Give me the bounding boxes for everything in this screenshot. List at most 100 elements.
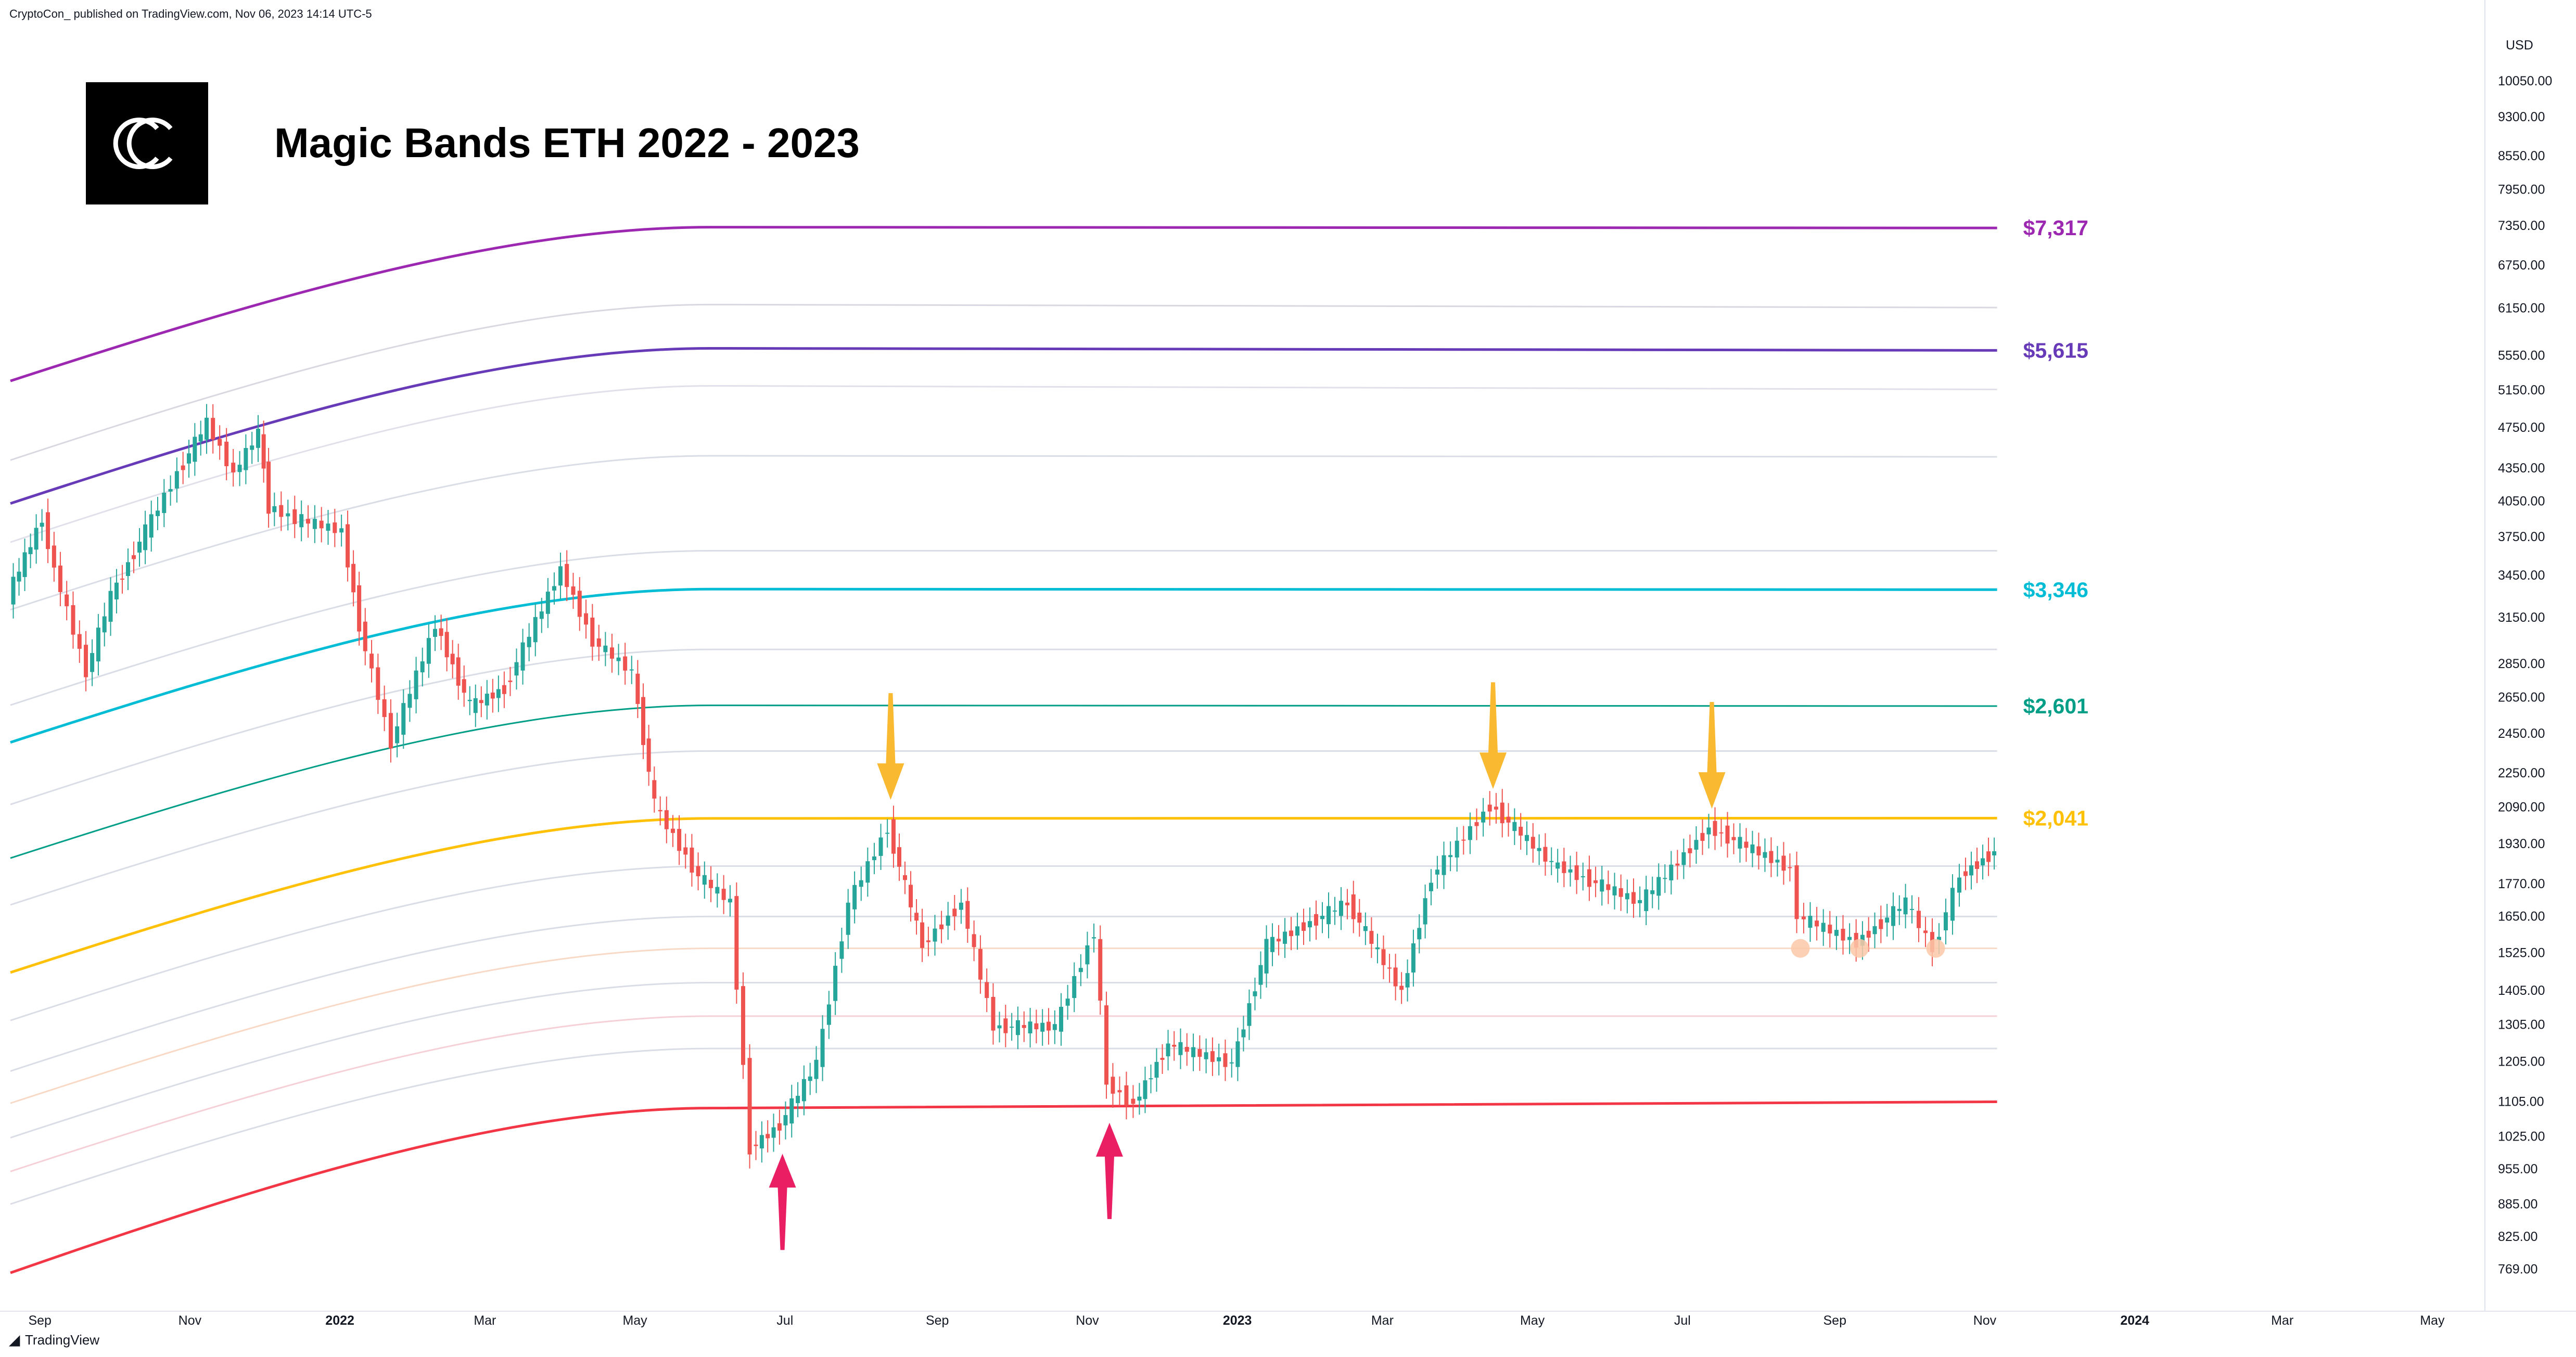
candle-body	[1821, 923, 1826, 932]
candle-body	[149, 514, 154, 538]
band-line	[10, 816, 1997, 974]
candle-body	[1149, 1078, 1153, 1080]
candle-body	[1289, 930, 1294, 937]
candle-body	[514, 662, 519, 676]
candle-body	[1866, 930, 1871, 938]
candle-body	[1104, 1005, 1109, 1085]
candle-body	[1897, 908, 1902, 911]
candle-body	[1283, 931, 1287, 944]
candle-body	[789, 1098, 794, 1124]
candle-body	[959, 902, 963, 910]
candle-body	[1197, 1049, 1202, 1057]
candle-body	[1235, 1041, 1240, 1067]
candle-body	[1160, 1058, 1165, 1060]
candle-body	[1461, 839, 1466, 841]
band-line	[10, 705, 1997, 859]
candle-body	[972, 934, 976, 948]
candle-body	[926, 940, 930, 942]
candle-body	[771, 1127, 776, 1138]
candle-body	[132, 555, 136, 559]
candle-body	[965, 901, 970, 929]
y-tick-label: 2250.00	[2498, 766, 2545, 780]
y-tick-label: 1205.00	[2498, 1055, 2545, 1069]
candle-body	[1669, 864, 1674, 880]
candle-body	[1357, 912, 1362, 923]
candle-body	[808, 1076, 812, 1081]
candle-body	[28, 547, 33, 554]
candle-body	[211, 418, 215, 440]
candle-body	[683, 847, 688, 855]
candle-body	[1015, 1020, 1020, 1035]
candle-body	[1003, 1018, 1008, 1033]
candle-body	[952, 908, 957, 917]
candle-body	[1065, 998, 1070, 1006]
candle-body	[1270, 937, 1275, 952]
support-dot	[1850, 939, 1869, 958]
candle-body	[414, 670, 418, 699]
candle-body	[734, 896, 739, 990]
candle-body	[920, 922, 925, 948]
band-line	[10, 915, 1997, 1072]
candle-body	[1543, 847, 1548, 862]
y-tick-label: 1525.00	[2498, 945, 2545, 960]
x-tick-label: Nov	[178, 1313, 202, 1328]
candle-body	[237, 465, 242, 472]
candle-body	[439, 628, 443, 636]
y-tick-label: 7950.00	[2498, 182, 2545, 197]
candle-body	[1154, 1061, 1159, 1078]
candle-body	[690, 848, 694, 873]
candle-body	[1663, 878, 1667, 879]
candle-body	[187, 453, 192, 464]
candle-body	[596, 638, 601, 647]
candle-body	[1606, 884, 1611, 890]
candle-body	[1166, 1043, 1170, 1057]
band-line	[10, 705, 1997, 859]
y-tick-label: 6750.00	[2498, 258, 2545, 273]
candle-body	[590, 618, 595, 647]
candle-body	[84, 645, 88, 677]
x-axis[interactable]: Sep Nov 2022 Mar May Jul Sep Nov 2023 Mar May Jul Se…	[28, 1313, 2445, 1328]
y-tick-label: 1305.00	[2498, 1018, 2545, 1032]
band-line	[10, 303, 1997, 461]
tradingview-brand-label: TradingView	[25, 1332, 100, 1348]
candle-body	[333, 522, 337, 533]
candle-body	[198, 434, 203, 442]
candle-body	[1519, 826, 1523, 836]
candle-body	[747, 1058, 752, 1155]
candle-body	[1562, 861, 1566, 873]
candle-body	[777, 1123, 782, 1131]
y-tick-label: 2650.00	[2498, 690, 2545, 705]
y-axis[interactable]: 769.00 825.00 885.00 955.00 1025.00 1105.00 12…	[2498, 74, 2552, 1276]
tradingview-brand[interactable]: ◢ TradingView	[9, 1332, 99, 1348]
candle-body	[40, 522, 44, 527]
x-tick-label: Mar	[2271, 1313, 2293, 1328]
candle-body	[1981, 858, 1985, 866]
price-axis-panel[interactable]	[2485, 0, 2576, 1311]
candle-body	[1808, 916, 1813, 928]
x-tick-label: Jul	[1674, 1313, 1691, 1328]
candle-body	[261, 434, 266, 469]
candle-body	[1184, 1047, 1189, 1052]
candle-body	[826, 1004, 831, 1025]
candle-body	[306, 519, 311, 524]
candle-body	[1775, 860, 1780, 863]
candle-body	[1393, 967, 1398, 987]
candle-body	[420, 661, 425, 673]
y-tick-label: 8550.00	[2498, 149, 2545, 163]
candle-body	[1625, 893, 1629, 900]
candle-body	[1204, 1052, 1208, 1059]
candle-body	[616, 657, 621, 661]
candle-body	[820, 1029, 825, 1067]
candle-body	[456, 657, 461, 686]
candle-body	[1191, 1047, 1196, 1057]
candle-body	[1969, 865, 1973, 876]
candle-body	[58, 565, 62, 592]
candle-body	[545, 592, 550, 614]
candle-body	[395, 726, 400, 744]
candle-body	[444, 632, 449, 658]
candle-body	[1429, 882, 1433, 891]
candle-body	[1448, 855, 1453, 857]
candle-body	[1574, 865, 1579, 880]
candle-body	[909, 885, 913, 907]
